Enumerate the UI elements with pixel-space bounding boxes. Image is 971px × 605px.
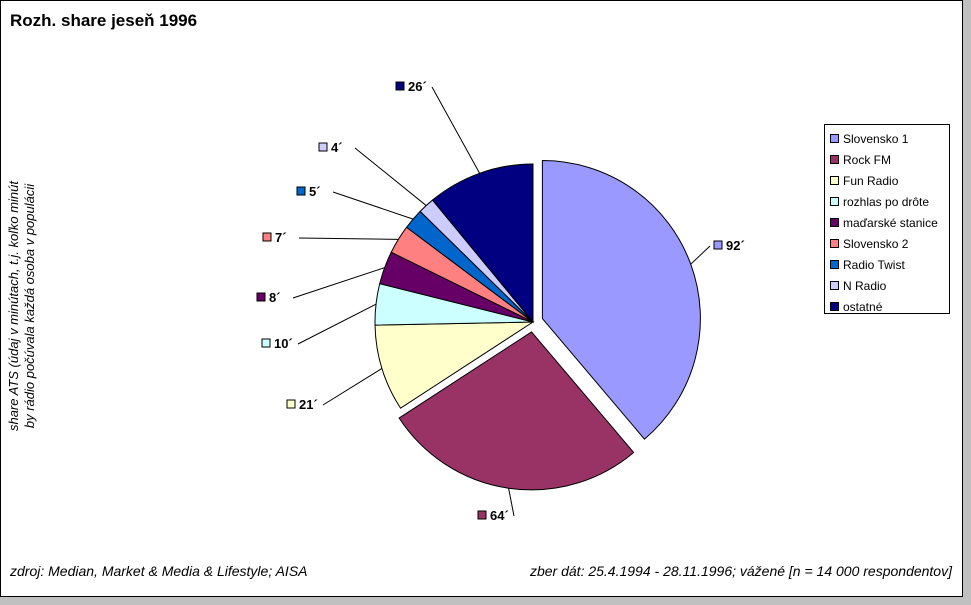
- legend-item: Slovensko 2: [830, 233, 949, 254]
- source-note: zdroj: Median, Market & Media & Lifestyl…: [10, 563, 308, 579]
- legend-swatch: [830, 302, 839, 311]
- collection-note: zber dát: 25.4.1994 - 28.11.1996; vážené…: [529, 563, 952, 579]
- data-label-swatch: [256, 292, 266, 302]
- leader-line: [508, 488, 515, 517]
- legend-swatch: [830, 176, 839, 185]
- data-label: 10´: [274, 336, 293, 351]
- legend-swatch: [830, 155, 839, 164]
- legend-swatch: [830, 260, 839, 269]
- pie-chart: 92´ 64´ 21´ 10´ 8´ 7´ 5´ 4´ 26´: [256, 79, 745, 523]
- frame-shadow: [963, 4, 971, 605]
- data-label: 92´: [726, 238, 745, 253]
- data-label: 64´: [490, 508, 509, 523]
- data-label: 7´: [275, 230, 287, 245]
- legend-swatch: [830, 281, 839, 290]
- data-label-swatch: [318, 142, 328, 152]
- pie-slice: [431, 163, 534, 324]
- data-label: 5´: [309, 184, 321, 199]
- leader-line: [298, 237, 399, 240]
- data-label-swatch: [261, 338, 271, 348]
- legend-swatch: [830, 218, 839, 227]
- data-label-swatch: [262, 232, 272, 242]
- leader-line: [332, 191, 414, 220]
- legend-label: Slovensko 1: [843, 131, 909, 146]
- legend-item: ostatné: [830, 296, 949, 317]
- legend-swatch: [830, 134, 839, 143]
- legend-label: maďarské stanice: [843, 215, 938, 230]
- legend-item: Fun Radio: [830, 170, 949, 191]
- legend-item: Rock FM: [830, 149, 949, 170]
- legend-label: Fun Radio: [843, 173, 899, 188]
- legend-label: rozhlas po drôte: [843, 194, 930, 209]
- data-label-swatch: [477, 510, 487, 520]
- leader-line: [292, 267, 385, 299]
- data-label: 21´: [299, 397, 318, 412]
- data-label-swatch: [713, 240, 723, 250]
- data-label-swatch: [395, 81, 405, 91]
- leader-line: [690, 245, 711, 265]
- leader-line: [297, 303, 377, 345]
- leader-line: [322, 368, 383, 406]
- chart-frame: Rozh. share jeseň 1996 share ATS (údaj v…: [0, 0, 963, 597]
- legend-swatch: [830, 197, 839, 206]
- data-label: 26´: [408, 79, 427, 94]
- legend-label: Rock FM: [843, 152, 891, 167]
- legend-item: Radio Twist: [830, 254, 949, 275]
- data-label: 8´: [269, 290, 281, 305]
- legend-label: ostatné: [843, 299, 883, 314]
- data-label-swatch: [296, 186, 306, 196]
- data-label-swatch: [286, 399, 296, 409]
- data-label: 4´: [331, 140, 343, 155]
- legend: Slovensko 1 Rock FM Fun Radio rozhlas po dr…: [824, 124, 950, 314]
- legend-label: Slovensko 2: [843, 236, 909, 251]
- legend-swatch: [830, 239, 839, 248]
- chart-title: Rozh. share jeseň 1996: [10, 11, 198, 30]
- leader-line: [354, 147, 427, 206]
- pie-slice: [541, 160, 701, 440]
- legend-item: maďarské stanice: [830, 212, 949, 233]
- pie-slice: [374, 321, 535, 409]
- legend-label: N Radio: [843, 278, 887, 293]
- legend-item: rozhlas po drôte: [830, 191, 949, 212]
- legend-label: Radio Twist: [843, 257, 905, 272]
- leader-line: [431, 86, 481, 174]
- legend-item: Slovensko 1: [830, 128, 949, 149]
- legend-item: N Radio: [830, 275, 949, 296]
